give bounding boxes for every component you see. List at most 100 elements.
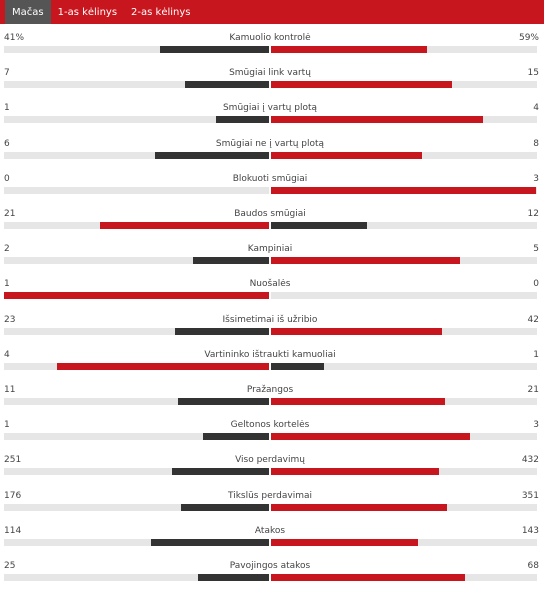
home-bar [171,468,269,476]
home-value: 1 [4,279,10,290]
home-bar-track [4,116,269,124]
period-tab-bar: Mačas 1-as kėlinys 2-as kėlinys [0,0,544,24]
home-bar [57,362,269,370]
away-value: 15 [527,68,539,79]
home-bar-track [4,222,269,229]
home-value: 251 [4,455,22,466]
away-bar-track [271,468,537,476]
stat-label: Vartininko ištraukti kamuoliai [204,349,336,360]
away-bar [271,574,465,581]
home-value: 25 [4,561,16,571]
away-bar-track [271,151,537,159]
away-value: 5 [533,244,539,255]
home-bar-track [4,151,269,159]
away-value: 68 [527,561,539,571]
away-bar-track [271,433,537,441]
stat-label: Kampiniai [247,244,293,255]
tab-second-half[interactable]: 2-as kėlinys [131,6,191,18]
home-bar [151,538,269,546]
stat-row: 7 Smūgiai link vartų 15 [0,65,544,100]
away-bar-track [271,292,537,300]
stat-label: Baudos smūgiai [234,209,306,219]
away-value: 1 [533,349,539,360]
home-bar-track [4,503,269,511]
home-value: 114 [4,525,22,536]
away-value: 432 [521,455,539,466]
stat-row: 25 Pavojingos atakos 68 [0,558,544,593]
home-value: 1 [4,420,10,431]
home-bar [193,257,269,265]
home-bar [100,222,269,229]
away-bar [271,116,483,124]
home-bar [202,433,269,441]
home-bar-track [4,433,269,441]
tab-first-half[interactable]: 1-as kėlinys [57,6,118,18]
away-bar [271,362,324,370]
stat-row: 11 Pražangos 21 [0,382,544,417]
home-value: 6 [4,138,10,149]
stat-label: Smūgiai ne į vartų plotą [215,138,325,149]
stat-row: 251 Viso perdavimų 432 [0,452,544,487]
stat-label: Smūgiai link vartų [229,68,311,79]
stat-label: Pavojingos atakos [229,561,311,571]
home-bar [175,327,269,335]
away-value: 3 [533,173,539,184]
away-value: 59% [518,33,539,43]
away-bar [271,398,445,405]
stat-label: Blokuoti smūgiai [232,173,308,184]
tab-match[interactable]: Mačas [5,0,51,24]
away-bar [271,81,452,89]
home-bar-track [4,46,269,53]
away-bar-track [271,538,537,546]
stat-label: Viso perdavimų [235,455,305,466]
home-bar-track [4,257,269,265]
away-bar-track [271,186,537,194]
away-value: 351 [521,490,539,501]
away-bar [271,327,443,335]
home-bar [180,503,269,511]
away-bar-track [271,46,537,53]
away-value: 3 [533,420,539,431]
away-bar-track [271,503,537,511]
away-bar-track [271,574,537,581]
away-bar-track [271,398,537,405]
stat-row: 23 Išsimetimai iš užribio 42 [0,312,544,347]
home-bar-track [4,81,269,89]
away-value: 8 [533,138,539,149]
stat-row: 0 Blokuoti smūgiai 3 [0,171,544,206]
away-value: 12 [527,209,539,219]
stat-row: 1 Smūgiai į vartų plotą 4 [0,100,544,135]
away-bar-track [271,362,537,370]
away-bar [271,222,368,229]
away-bar [271,186,536,194]
home-bar [160,46,269,53]
away-bar-track [271,327,537,335]
home-bar [197,574,269,581]
stat-label: Tikslūs perdavimai [227,490,312,501]
stat-label: Nuošalės [249,279,291,290]
away-value: 0 [533,279,539,290]
stat-row: 6 Smūgiai ne į vartų plotą 8 [0,136,544,171]
stat-row: 1 Nuošalės 0 [0,276,544,311]
home-bar [184,81,269,89]
away-value: 4 [533,103,539,114]
away-bar-track [271,222,537,229]
away-bar [271,503,448,511]
stat-row: 1 Geltonos kortelės 3 [0,417,544,452]
home-bar-track [4,468,269,476]
stat-row: 114 Atakos 143 [0,523,544,558]
away-bar-track [271,257,537,265]
away-bar-track [271,116,537,124]
home-value: 11 [4,385,16,395]
home-value: 176 [4,490,22,501]
home-value: 4 [4,349,10,360]
stat-row: 2 Kampiniai 5 [0,241,544,276]
away-bar [271,46,428,53]
home-value: 2 [4,244,10,255]
stat-row: 4 Vartininko ištraukti kamuoliai 1 [0,347,544,382]
away-bar [271,468,439,476]
home-value: 23 [4,314,16,325]
away-bar [271,433,470,441]
away-value: 42 [527,314,539,325]
away-bar [271,257,461,265]
